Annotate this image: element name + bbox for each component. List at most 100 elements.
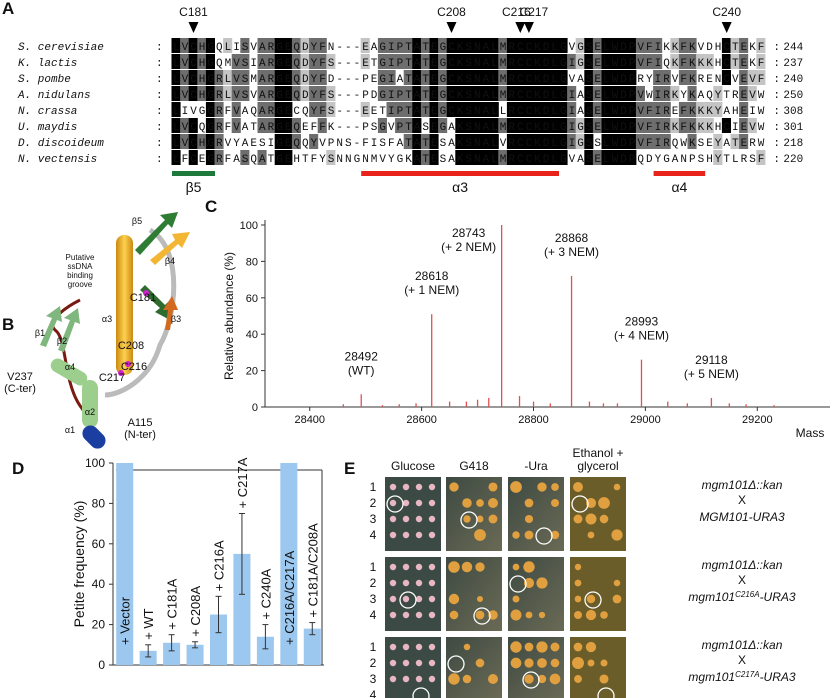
- residue: L: [173, 154, 180, 166]
- colony: [574, 579, 582, 587]
- residue: P: [689, 154, 696, 166]
- residue: Q: [293, 74, 300, 86]
- structure-label: groove: [68, 280, 93, 289]
- residue-shade: [653, 134, 663, 149]
- residue-shade: [567, 102, 577, 117]
- bar: [210, 614, 227, 665]
- residue: C: [448, 74, 455, 86]
- residue-shade: [472, 38, 482, 53]
- residue: L: [173, 90, 180, 102]
- residue: A: [259, 154, 266, 166]
- residue: K: [534, 138, 541, 150]
- residue-shade: [472, 54, 482, 69]
- peak-label: 29118: [695, 353, 728, 367]
- secondary-structure-label: α4: [671, 179, 687, 195]
- highlight: [509, 575, 527, 593]
- residue-shade: [739, 38, 749, 53]
- residue: T: [268, 154, 275, 166]
- residue: L: [551, 154, 558, 166]
- residue: D: [620, 74, 627, 86]
- colony: [510, 657, 522, 669]
- residue: Q: [293, 58, 300, 70]
- residue: L: [551, 138, 558, 150]
- residue: N: [336, 138, 343, 150]
- residue: L: [225, 42, 232, 54]
- residue: A: [397, 74, 404, 86]
- residue: E: [741, 74, 748, 86]
- residue: C: [448, 42, 455, 54]
- residue-shade: [377, 86, 387, 101]
- residue: V: [637, 106, 644, 118]
- residue: I: [388, 90, 395, 102]
- residue-shade: [257, 70, 267, 85]
- residue-shade: [403, 54, 413, 69]
- residue: S: [440, 138, 447, 150]
- residue: K: [706, 58, 713, 70]
- partner-part: MGM101-URA3: [699, 510, 785, 524]
- colony: [600, 659, 608, 667]
- residue: Q: [672, 138, 679, 150]
- residue: T: [422, 154, 429, 166]
- residue: Q: [637, 154, 644, 166]
- marker-arrow: [721, 22, 732, 33]
- residue-shade: [455, 150, 465, 165]
- residue-shade: [704, 54, 714, 69]
- residue: V: [637, 58, 644, 70]
- residue-shade: [257, 86, 267, 101]
- y-tick-label: 100: [240, 220, 258, 232]
- residue: V: [500, 138, 507, 150]
- residue-shade: [506, 102, 516, 117]
- residue-shade: [653, 54, 663, 69]
- residue: I: [250, 58, 257, 70]
- colony: [585, 641, 597, 653]
- residue-shade: [472, 86, 482, 101]
- residue: G: [577, 42, 584, 54]
- residue: E: [594, 58, 601, 70]
- residue: -: [336, 90, 343, 102]
- residue-shade: [584, 70, 594, 85]
- residue-shade: [455, 38, 465, 53]
- residue-shade: [455, 54, 465, 69]
- bar-label: + Vector: [118, 596, 133, 645]
- colony: [402, 483, 410, 491]
- residue: E: [362, 42, 369, 54]
- residue: S: [749, 154, 756, 166]
- residue-shade: [610, 70, 620, 85]
- residue: E: [431, 138, 438, 150]
- colony: [512, 531, 520, 539]
- residue-shade: [455, 134, 465, 149]
- residue-shade: [317, 118, 327, 133]
- residue: S: [379, 138, 386, 150]
- residue: Q: [250, 106, 257, 118]
- residue-shade: [498, 54, 508, 69]
- residue: -: [354, 122, 361, 134]
- residue-shade: [610, 54, 620, 69]
- residue: I: [268, 138, 275, 150]
- colony: [587, 531, 595, 539]
- residue: E: [371, 74, 378, 86]
- residue: I: [655, 74, 662, 86]
- residue-shade: [205, 38, 215, 53]
- residue-shade: [541, 102, 551, 117]
- residue-shade: [489, 102, 499, 117]
- residue: W: [612, 138, 619, 150]
- residue-shade: [592, 38, 602, 53]
- residue-shade: [274, 54, 284, 69]
- residue: G: [560, 42, 567, 54]
- residue: E: [741, 106, 748, 118]
- residue-shade: [171, 86, 181, 101]
- residue-shade: [481, 54, 491, 69]
- residue: L: [603, 154, 610, 166]
- peak-label: (+ 5 NEM): [684, 367, 739, 381]
- residue-shade: [283, 150, 293, 165]
- residue: M: [500, 154, 507, 166]
- residue-shade: [257, 102, 267, 117]
- residue-shade: [756, 150, 766, 165]
- residue-shade: [291, 134, 301, 149]
- residue: G: [207, 74, 214, 86]
- residue: E: [706, 74, 713, 86]
- residue: G: [276, 122, 283, 134]
- residue: Q: [199, 122, 206, 134]
- residue-shade: [317, 102, 327, 117]
- row-label: 1: [370, 560, 377, 574]
